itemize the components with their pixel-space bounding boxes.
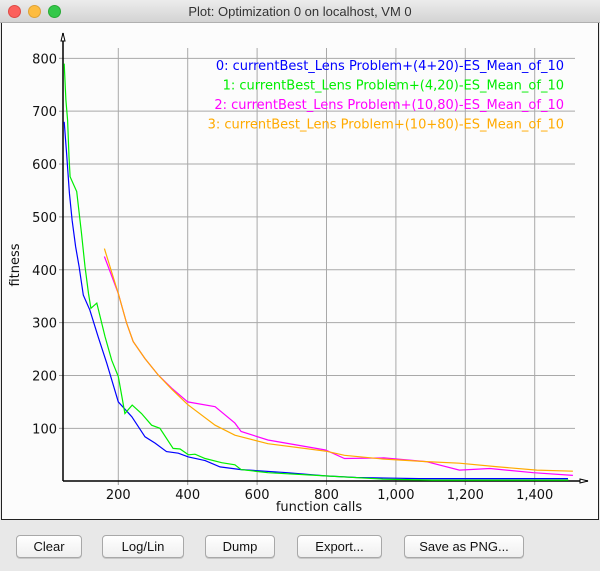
x-tick-label: 1,000 [377, 488, 414, 503]
y-tick-label: 100 [32, 422, 57, 437]
dump-button[interactable]: Dump [205, 535, 275, 558]
y-tick-label: 500 [32, 211, 57, 226]
series-line-3 [103, 248, 573, 472]
legend-entry-3: 3: currentBest_Lens Problem+(10+80)-ES_M… [208, 118, 564, 133]
y-tick-label: 300 [32, 317, 57, 332]
series-line-0 [63, 121, 568, 480]
y-tick-label: 200 [32, 369, 57, 384]
plot-panel [1, 23, 599, 520]
save-png-button[interactable]: Save as PNG... [404, 535, 524, 558]
y-tick-label: 700 [32, 105, 57, 120]
export-button[interactable]: Export... [297, 535, 382, 558]
x-tick-label: 600 [245, 488, 270, 503]
clear-button[interactable]: Clear [16, 535, 82, 558]
minimize-window-button[interactable] [28, 5, 41, 18]
x-axis-arrow [579, 478, 589, 484]
maximize-window-button[interactable] [48, 5, 61, 18]
x-tick-label: 200 [106, 488, 131, 503]
y-tick-label: 400 [32, 264, 57, 279]
legend-entry-0: 0: currentBest_Lens Problem+(4+20)-ES_Me… [216, 59, 564, 74]
series-line-1 [63, 63, 569, 481]
series-line-2 [103, 256, 573, 476]
y-axis-arrow [60, 32, 66, 42]
x-tick-label: 1,200 [447, 488, 484, 503]
x-tick-label: 400 [175, 488, 200, 503]
x-tick-label: 800 [314, 488, 339, 503]
title-bar: Plot: Optimization 0 on localhost, VM 0 [0, 0, 600, 23]
window-title: Plot: Optimization 0 on localhost, VM 0 [188, 4, 412, 19]
x-axis-label: function calls [276, 500, 363, 515]
y-axis-label: fitness [8, 243, 23, 286]
legend-entry-1: 1: currentBest_Lens Problem+(4,20)-ES_Me… [223, 79, 564, 94]
log-lin-button[interactable]: Log/Lin [102, 535, 184, 558]
x-tick-label: 1,400 [516, 488, 553, 503]
legend-entry-2: 2: currentBest_Lens Problem+(10,80)-ES_M… [214, 98, 564, 113]
y-tick-label: 600 [32, 158, 57, 173]
close-window-button[interactable] [8, 5, 21, 18]
y-tick-label: 800 [32, 52, 57, 67]
